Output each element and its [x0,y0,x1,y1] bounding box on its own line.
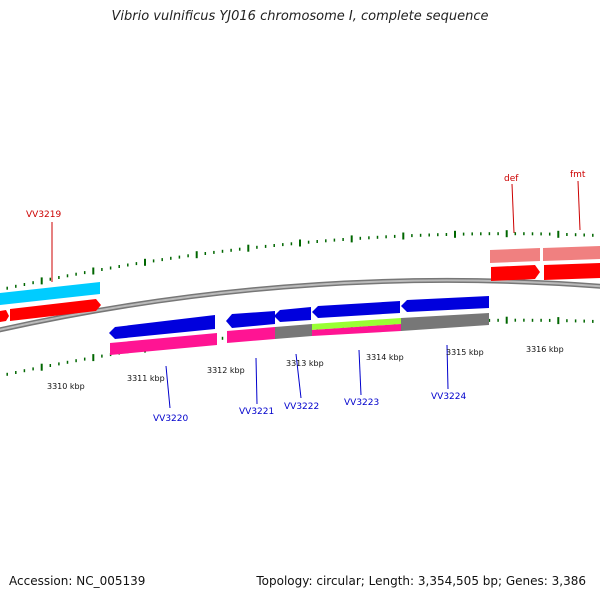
tick-label-3310: 3310 kbp [47,382,85,391]
gene-VV3223-arrow[interactable] [312,301,400,318]
gene-label-VV3224[interactable]: VV3224 [431,392,466,402]
gene-VV3224-arrow[interactable] [401,296,489,312]
gene-label-VV3221[interactable]: VV3221 [239,407,274,417]
gene-label-VV3222[interactable]: VV3222 [284,402,319,412]
topology-summary: Topology: circular; Length: 3,354,505 bp… [256,574,586,588]
band-VV3223-green [312,318,401,330]
callout-def [511,183,515,234]
gene-label-VV3220[interactable]: VV3220 [153,414,188,424]
band-VV3220 [110,333,217,355]
callout-VV3222 [295,353,302,399]
callout-fmt [577,180,581,231]
gene-VV3221-arrow[interactable] [226,311,275,328]
callout-VV3223 [358,349,362,396]
accession-text: Accession: NC_005139 [9,574,146,588]
gene-cyan-band[interactable] [0,282,100,305]
tick-label-3316: 3316 kbp [526,345,564,354]
callout-VV3221 [255,357,258,405]
band-VV3222 [275,324,312,339]
callout-VV3220 [165,365,171,409]
tick-label-3312: 3312 kbp [207,366,245,375]
outer-tick-track [6,230,594,290]
gene-fmt-band[interactable] [543,246,600,261]
tick-label-3314: 3314 kbp [366,353,404,362]
tick-label-3315: 3315 kbp [446,348,484,357]
gene-label-VV3223[interactable]: VV3223 [344,398,379,408]
gene-def-band[interactable] [490,248,540,263]
gene-label-VV3219[interactable]: VV3219 [26,210,61,220]
gene-VV3219-arrow[interactable] [10,299,101,321]
gene-label-fmt[interactable]: fmt [570,170,586,180]
band-VV3221 [227,327,275,343]
gene-left-edge-arrow[interactable] [0,310,9,322]
gene-fmt-arrow[interactable] [544,263,600,280]
gene-VV3222-arrow[interactable] [274,307,311,322]
callout-VV3224 [446,344,449,390]
gene-label-def[interactable]: def [504,174,519,184]
tick-label-3313: 3313 kbp [286,359,324,368]
band-VV3223-magenta [312,324,401,336]
tick-label-3311: 3311 kbp [127,374,165,383]
gene-VV3220-arrow[interactable] [109,315,215,339]
map-title: Vibrio vulnificus YJ016 chromosome I, co… [111,9,489,24]
band-VV3224 [401,313,489,331]
gene-def-arrow[interactable] [491,265,540,281]
